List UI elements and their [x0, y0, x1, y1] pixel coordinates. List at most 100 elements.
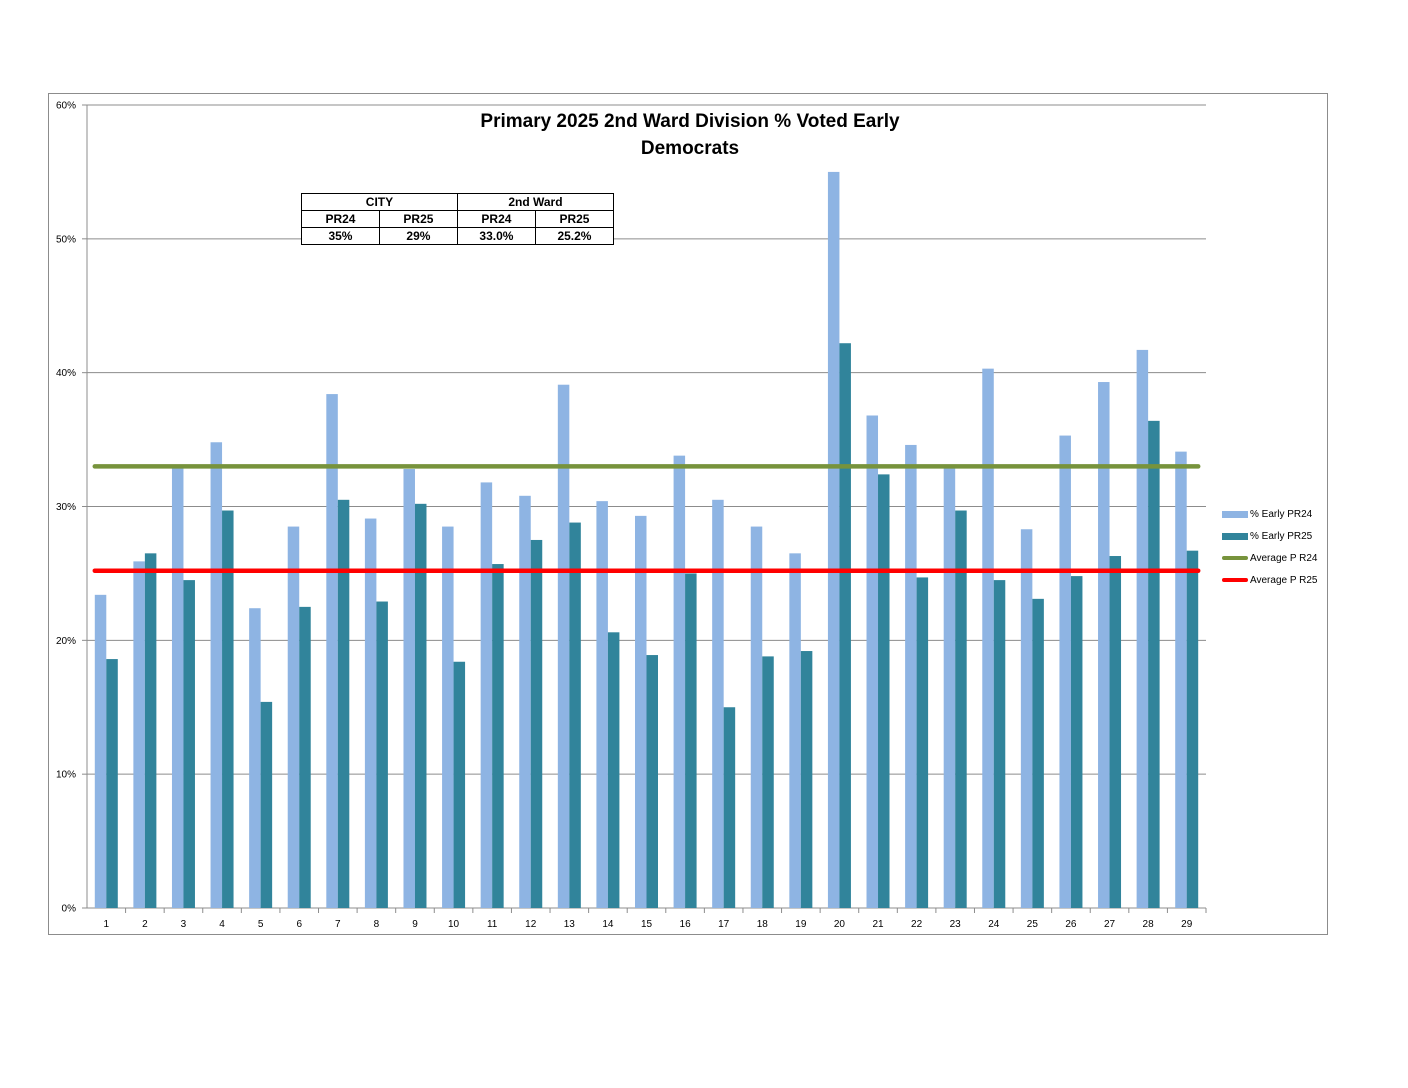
bar-early-pr24: [635, 515, 647, 908]
bar-early-pr24: [94, 594, 107, 908]
x-tick-label: 22: [911, 919, 923, 930]
x-tick-label: 26: [1065, 919, 1077, 930]
city-header: CITY: [301, 193, 458, 211]
bar-early-pr24: [1098, 382, 1110, 908]
ward-header: 2nd Ward: [456, 193, 615, 211]
bar-early-pr24: [943, 466, 956, 908]
bar-early-pr25: [183, 580, 195, 908]
bar-early-pr25: [993, 580, 1006, 908]
bar-early-pr24: [712, 499, 724, 908]
summary-value-row: 35% 29% 33.0% 25.2%: [301, 227, 615, 245]
bar-early-pr25: [376, 601, 388, 908]
bar-early-pr24: [827, 171, 840, 908]
bar-early-pr25: [1186, 550, 1199, 908]
x-tick-label: 10: [448, 919, 460, 930]
bar-early-pr24: [249, 608, 261, 908]
bar-early-pr25: [1070, 576, 1083, 908]
ward-pr25-label: PR25: [534, 210, 615, 228]
x-tick-label: 15: [641, 919, 653, 930]
legend-item-early-pr25: % Early PR25: [1222, 525, 1402, 547]
bar-early-pr24: [442, 526, 454, 908]
bar-early-pr24: [673, 455, 686, 908]
bar-early-pr25: [1032, 598, 1044, 908]
bar-early-pr24: [1136, 349, 1149, 908]
bar-early-pr25: [530, 539, 543, 908]
bar-early-pr24: [364, 518, 377, 908]
bar-early-pr24: [210, 442, 223, 908]
bar-early-pr24: [171, 467, 184, 908]
bar-early-pr24: [596, 501, 608, 908]
bar-early-pr25: [453, 661, 466, 908]
bar-early-pr24: [982, 368, 994, 908]
x-tick-label: 24: [988, 919, 1000, 930]
bar-early-pr24: [557, 384, 570, 908]
x-tick-label: 23: [950, 919, 962, 930]
bar-early-pr25: [839, 343, 851, 908]
x-tick-label: 16: [680, 919, 692, 930]
city-pr25-label: PR25: [378, 210, 458, 228]
y-tick-label: 0%: [62, 904, 77, 915]
bar-early-pr24: [519, 495, 531, 908]
bar-early-pr25: [260, 701, 273, 908]
bar-early-pr24: [326, 394, 338, 909]
bar-early-pr25: [1148, 420, 1160, 908]
bar-early-pr24: [1175, 451, 1187, 908]
bar-early-pr24: [133, 561, 145, 908]
legend-label-early-pr24: % Early PR24: [1250, 508, 1313, 520]
city-pr24-label: PR24: [301, 210, 380, 228]
bar-early-pr25: [1109, 556, 1122, 908]
bar-early-pr25: [337, 499, 350, 908]
x-tick-label: 8: [374, 919, 380, 930]
bar-early-pr24: [287, 526, 300, 908]
x-tick-label: 21: [872, 919, 884, 930]
y-tick-label: 50%: [56, 234, 76, 245]
bar-early-pr25: [916, 577, 929, 908]
bar-early-pr24: [1020, 529, 1033, 908]
x-tick-label: 18: [757, 919, 769, 930]
legend-item-average-pr24: Average P R24: [1222, 547, 1402, 569]
x-tick-label: 9: [412, 919, 418, 930]
bar-early-pr25: [607, 632, 620, 908]
chart-title: Primary 2025 2nd Ward Division % Voted E…: [480, 111, 900, 132]
bar-early-pr25: [800, 651, 813, 908]
legend-label-average-pr25: Average P R25: [1250, 574, 1318, 586]
x-tick-label: 4: [219, 919, 225, 930]
x-tick-label: 29: [1181, 919, 1193, 930]
x-tick-label: 20: [834, 919, 846, 930]
x-tick-label: 27: [1104, 919, 1116, 930]
summary-table: CITY 2nd Ward PR24 PR25 PR24 PR25 35% 29…: [301, 193, 615, 245]
bar-early-pr25: [144, 553, 157, 908]
ward-pr24-label: PR24: [456, 210, 536, 228]
bar-early-pr25: [569, 522, 581, 908]
summary-label-row: PR24 PR25 PR24 PR25: [301, 210, 615, 228]
x-tick-label: 25: [1027, 919, 1039, 930]
bar-early-pr25: [723, 707, 736, 908]
bar-early-pr25: [222, 510, 234, 908]
x-tick-label: 1: [104, 919, 110, 930]
x-tick-label: 17: [718, 919, 730, 930]
y-tick-label: 60%: [56, 101, 76, 112]
x-tick-label: 28: [1143, 919, 1155, 930]
bar-early-pr25: [299, 606, 311, 908]
chart-subtitle: Democrats: [640, 138, 740, 159]
bar-early-pr25: [878, 474, 890, 908]
bar-early-pr25: [414, 503, 427, 908]
x-tick-label: 7: [335, 919, 341, 930]
legend-swatch-average-pr25: [1222, 578, 1248, 582]
bar-early-pr25: [106, 659, 118, 908]
x-tick-label: 14: [602, 919, 614, 930]
x-tick-label: 3: [181, 919, 187, 930]
y-tick-label: 20%: [56, 636, 76, 647]
y-tick-label: 40%: [56, 368, 76, 379]
y-tick-label: 30%: [56, 502, 76, 513]
ward-pr24-value: 33.0%: [456, 227, 536, 245]
ward-pr25-value: 25.2%: [534, 227, 615, 245]
bar-early-pr25: [492, 564, 504, 908]
bar-early-pr24: [905, 444, 917, 908]
bar-early-pr24: [866, 415, 879, 908]
city-pr25-value: 29%: [378, 227, 458, 245]
legend-label-early-pr25: % Early PR25: [1250, 530, 1313, 542]
legend-swatch-early-pr24: [1222, 510, 1248, 518]
legend-label-average-pr24: Average P R24: [1250, 552, 1318, 564]
